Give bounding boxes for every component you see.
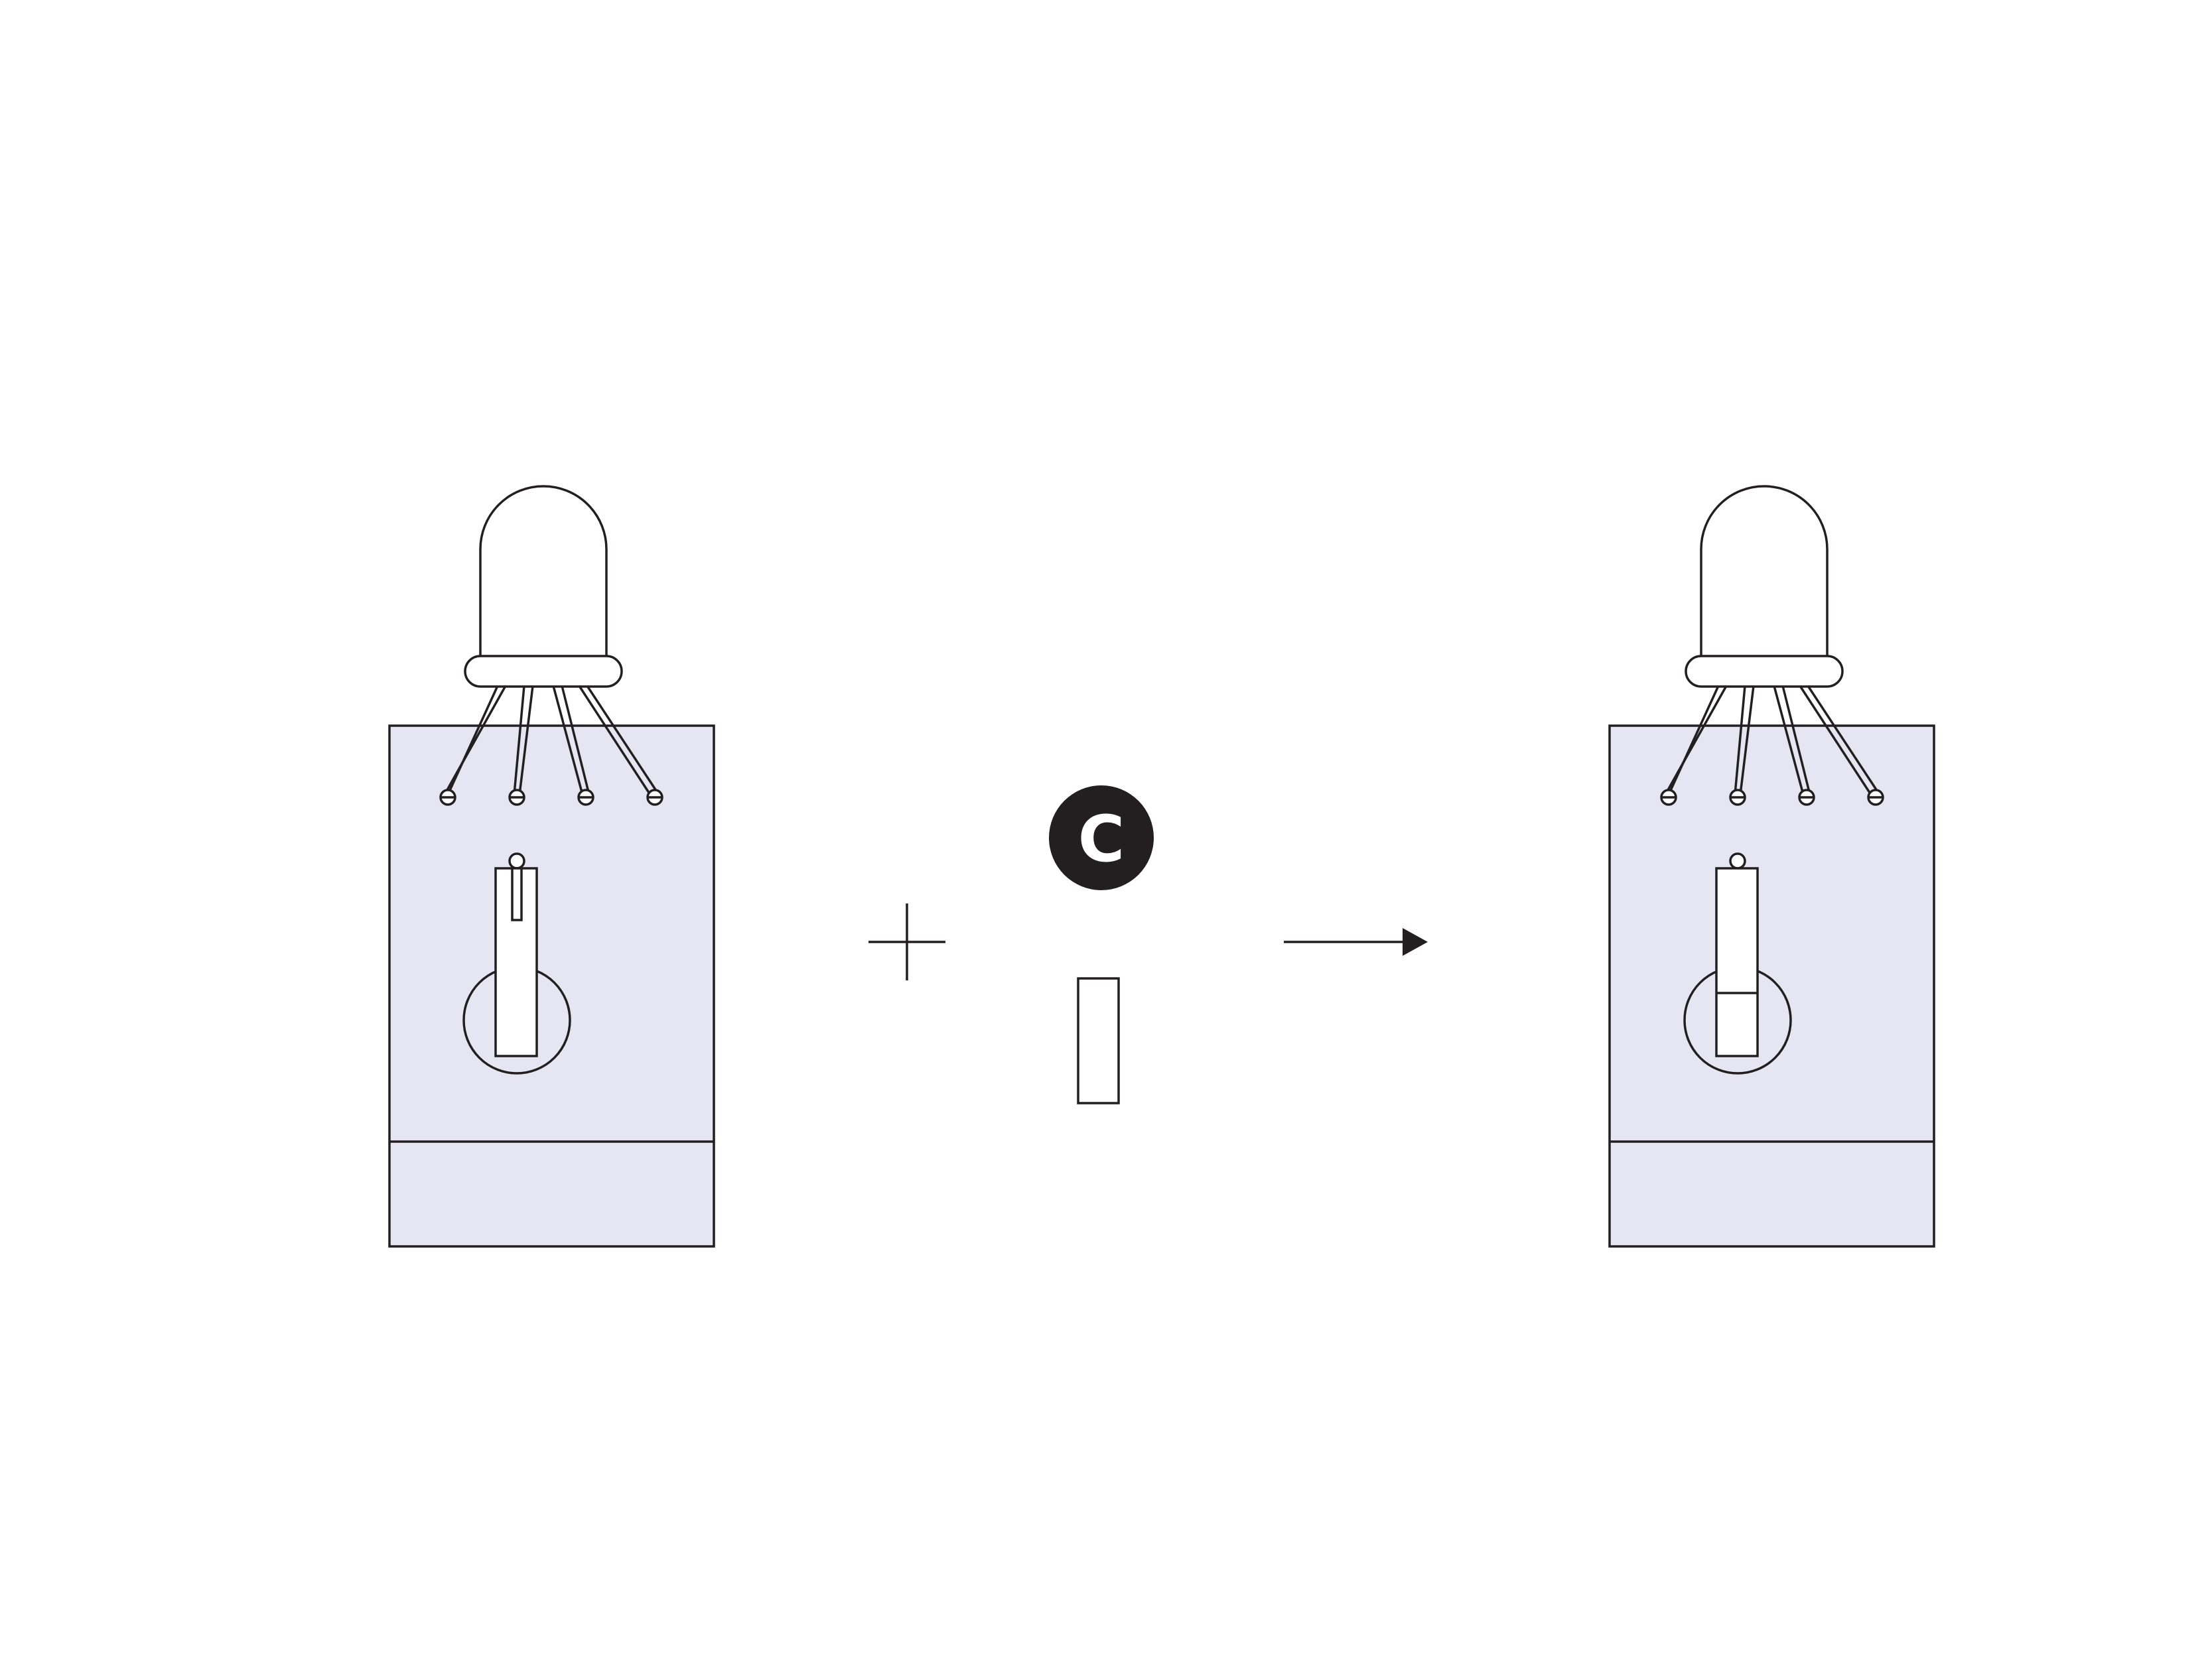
leg-hole-2 <box>1729 789 1746 806</box>
card-after <box>1608 485 1935 1248</box>
battery-slot-outer <box>1715 867 1759 1057</box>
leg-holes <box>439 789 663 806</box>
arrow-right-icon <box>1284 928 1428 956</box>
leg-hole-4 <box>1867 789 1884 806</box>
badge-label: C <box>1078 802 1125 876</box>
card-after-body <box>1608 724 1935 1248</box>
badge-circle <box>1049 785 1154 890</box>
battery-piece <box>1077 977 1120 1104</box>
badge-c: C <box>1049 785 1154 890</box>
card-before-body <box>388 724 715 1248</box>
leg-hole-3 <box>1798 789 1815 806</box>
led-rim <box>1685 655 1844 688</box>
led-legs <box>443 685 660 795</box>
leg-hole-1 <box>1660 789 1677 806</box>
battery-slot <box>494 852 538 1057</box>
battery-slot-tab <box>511 867 523 921</box>
led-dome <box>479 485 608 658</box>
leg-hole-3 <box>577 789 594 806</box>
battery-slot <box>1715 852 1759 1057</box>
led-legs <box>1664 685 1881 795</box>
plus-icon <box>868 903 945 980</box>
card-before <box>388 485 715 1248</box>
led-bulb-icon <box>1685 485 1844 688</box>
leg-hole-4 <box>646 789 663 806</box>
leg-holes <box>1660 789 1884 806</box>
led-dome <box>1700 485 1829 658</box>
leg-hole-1 <box>439 789 456 806</box>
led-bulb-icon <box>464 485 623 688</box>
leg-hole-2 <box>508 789 525 806</box>
led-rim <box>464 655 623 688</box>
component-c: C <box>1049 785 1154 1104</box>
